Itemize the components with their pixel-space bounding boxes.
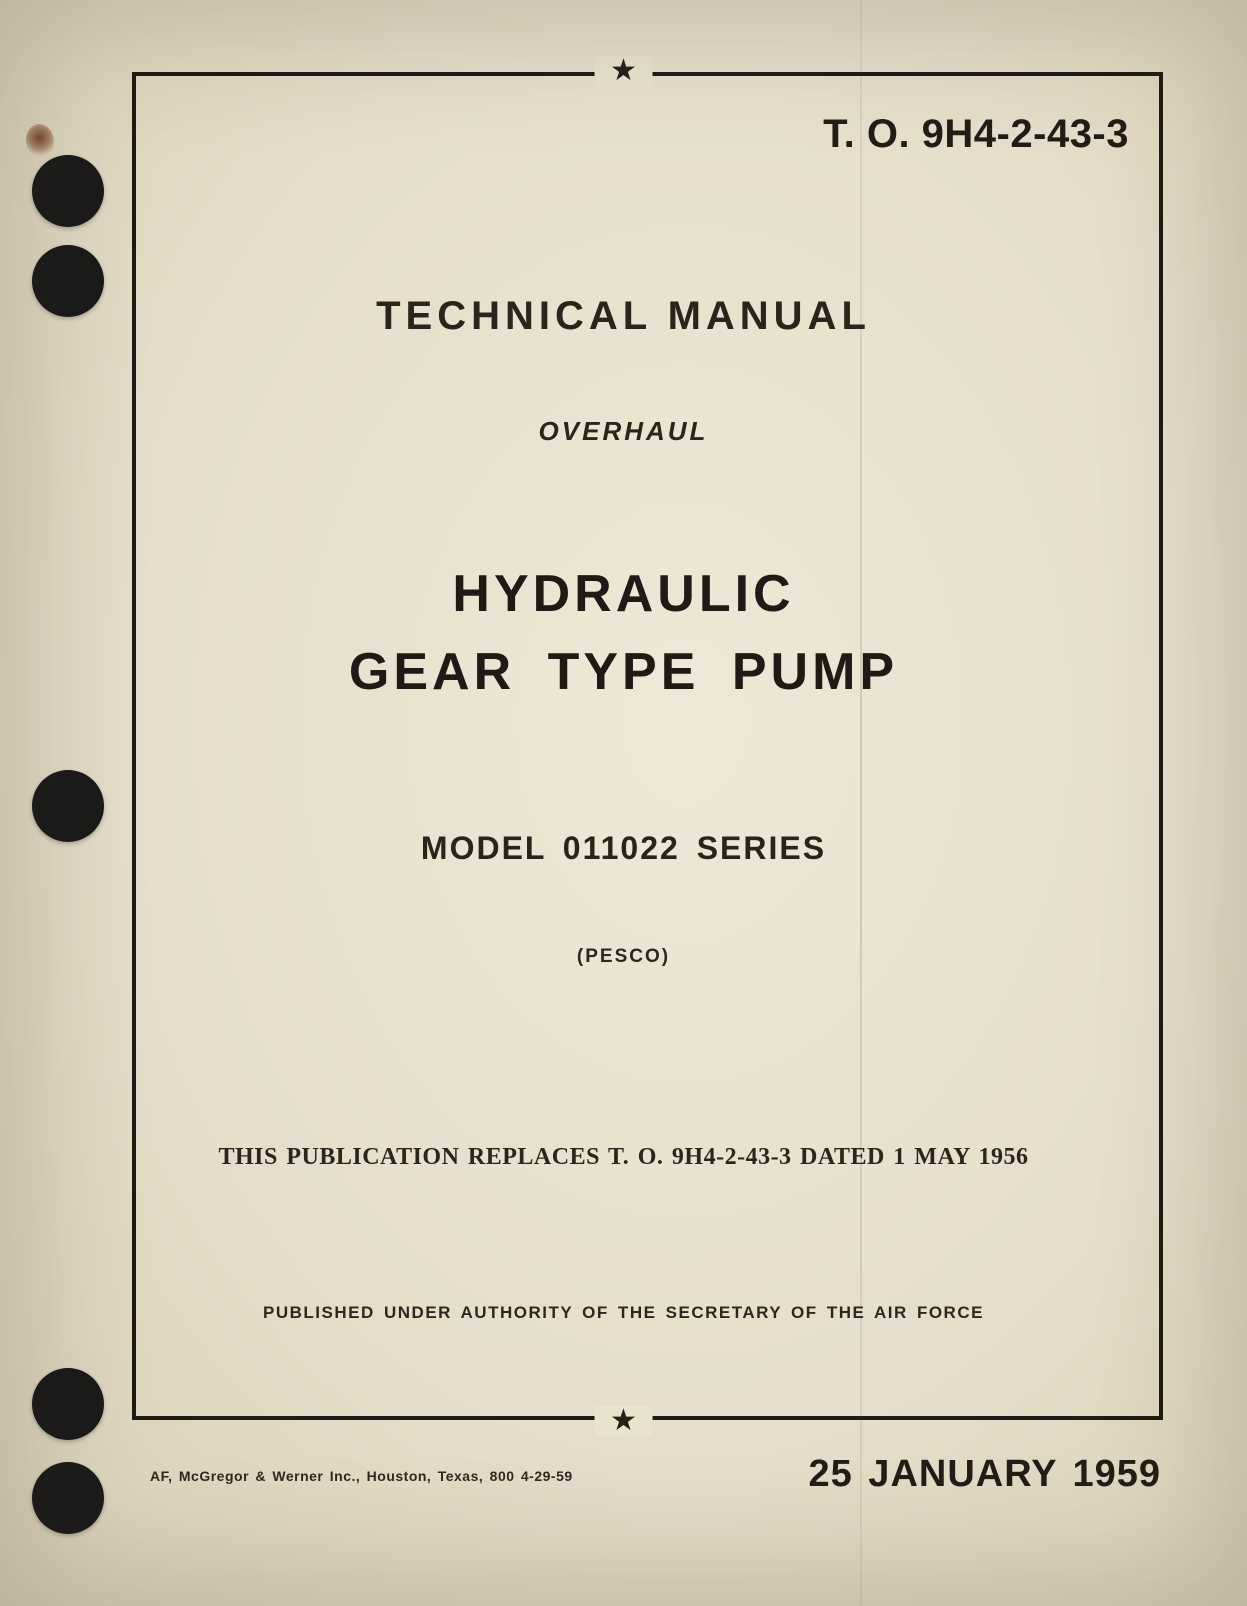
replaces-notice: THIS PUBLICATION REPLACES T. O. 9H4-2-43…: [0, 1144, 1247, 1171]
star-icon: ★: [594, 56, 653, 86]
heading-technical-manual: TECHNICAL MANUAL: [0, 294, 1247, 339]
punch-hole: [32, 1462, 104, 1534]
star-icon: ★: [594, 1406, 653, 1436]
technical-order-number: T. O. 9H4-2-43-3: [823, 112, 1129, 157]
authority-line: PUBLISHED UNDER AUTHORITY OF THE SECRETA…: [0, 1303, 1247, 1323]
rust-spot: [24, 122, 56, 160]
punch-hole: [32, 1368, 104, 1440]
model-line: MODEL 011022 SERIES: [0, 830, 1247, 867]
heading-overhaul: OVERHAUL: [0, 416, 1247, 447]
printer-credit: AF, McGregor & Werner Inc., Houston, Tex…: [150, 1468, 573, 1484]
manufacturer: (PESCO): [0, 946, 1247, 968]
scanned-page: ★ T. O. 9H4-2-43-3 TECHNICAL MANUAL OVER…: [0, 0, 1247, 1606]
title-line-2: GEAR TYPE PUMP: [0, 642, 1247, 702]
punch-hole: [32, 155, 104, 227]
page-border-frame: [132, 72, 1163, 1420]
title-line-1: HYDRAULIC: [0, 564, 1247, 624]
document-date: 25 JANUARY 1959: [808, 1453, 1161, 1496]
